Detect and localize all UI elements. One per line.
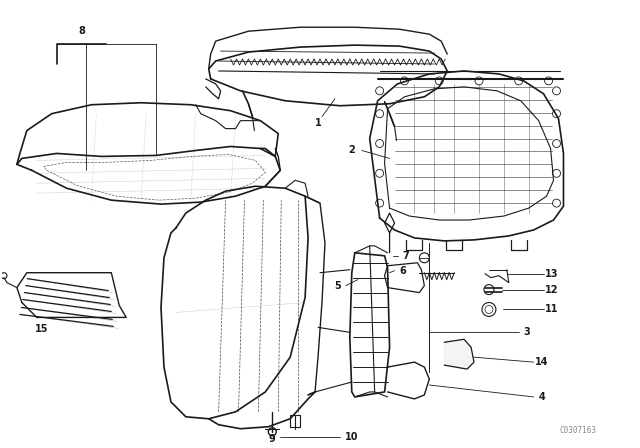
- Text: 7: 7: [402, 251, 409, 261]
- Text: 1: 1: [315, 118, 321, 128]
- Text: 12: 12: [545, 284, 558, 295]
- Text: 13: 13: [545, 269, 558, 279]
- Text: 11: 11: [545, 305, 558, 314]
- Text: 15: 15: [35, 324, 49, 334]
- Text: 10: 10: [345, 432, 358, 442]
- Text: 3: 3: [524, 327, 530, 337]
- Text: 5: 5: [335, 280, 341, 291]
- Polygon shape: [444, 339, 474, 369]
- Text: 9: 9: [269, 434, 276, 444]
- Bar: [290, 415, 300, 427]
- Text: 8: 8: [78, 26, 85, 36]
- Text: 4: 4: [538, 392, 545, 402]
- Text: 14: 14: [535, 357, 548, 367]
- Text: 2: 2: [348, 146, 355, 155]
- Text: C0307163: C0307163: [559, 426, 596, 435]
- Text: 6: 6: [399, 266, 406, 276]
